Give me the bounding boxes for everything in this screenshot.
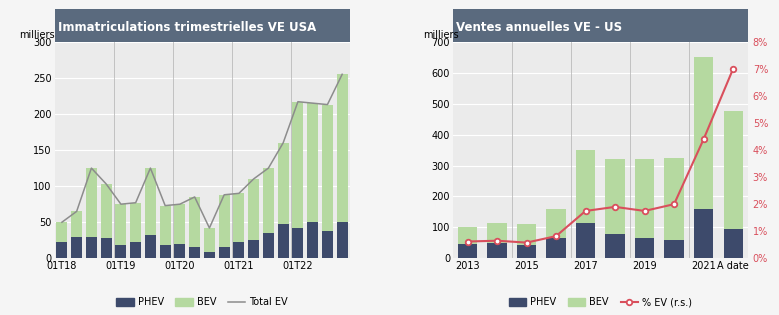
- Bar: [56, 243, 68, 258]
- Bar: [277, 224, 289, 258]
- Text: milliers: milliers: [423, 30, 459, 40]
- Bar: [517, 224, 536, 245]
- Bar: [130, 203, 141, 243]
- Bar: [605, 233, 625, 258]
- Bar: [664, 158, 684, 240]
- Bar: [488, 223, 506, 243]
- Bar: [576, 223, 595, 258]
- Bar: [204, 252, 215, 258]
- Bar: [307, 222, 318, 258]
- Bar: [71, 211, 83, 237]
- Bar: [130, 243, 141, 258]
- Bar: [322, 231, 333, 258]
- Bar: [189, 197, 200, 248]
- Bar: [488, 243, 506, 258]
- Legend: PHEV, BEV, Total EV: PHEV, BEV, Total EV: [112, 294, 292, 311]
- Bar: [56, 222, 68, 243]
- Bar: [664, 240, 684, 258]
- Bar: [547, 209, 566, 238]
- Bar: [277, 143, 289, 224]
- Bar: [249, 240, 259, 258]
- Bar: [100, 238, 111, 258]
- Bar: [694, 57, 713, 209]
- Bar: [605, 159, 625, 233]
- Bar: [292, 228, 304, 258]
- Bar: [517, 245, 536, 258]
- Bar: [100, 184, 111, 238]
- Text: milliers: milliers: [19, 30, 55, 40]
- Bar: [337, 222, 347, 258]
- Bar: [115, 245, 126, 258]
- Text: Immatriculations trimestrielles VE USA: Immatriculations trimestrielles VE USA: [58, 21, 316, 34]
- Bar: [189, 248, 200, 258]
- Bar: [635, 238, 654, 258]
- Bar: [547, 238, 566, 258]
- Bar: [263, 233, 274, 258]
- Bar: [249, 179, 259, 240]
- Text: Ventes annuelles VE - US: Ventes annuelles VE - US: [456, 21, 622, 34]
- Bar: [160, 245, 171, 258]
- Bar: [145, 235, 156, 258]
- Bar: [71, 237, 83, 258]
- Bar: [234, 243, 245, 258]
- Bar: [724, 229, 742, 258]
- Bar: [174, 244, 185, 258]
- Bar: [724, 112, 742, 229]
- Bar: [174, 204, 185, 244]
- Legend: PHEV, BEV, % EV (r.s.): PHEV, BEV, % EV (r.s.): [505, 294, 696, 311]
- Bar: [219, 247, 230, 258]
- Bar: [635, 159, 654, 238]
- Bar: [322, 105, 333, 231]
- Bar: [86, 168, 97, 237]
- Bar: [576, 150, 595, 223]
- Bar: [219, 195, 230, 247]
- Bar: [337, 74, 347, 222]
- Bar: [292, 102, 304, 228]
- Bar: [234, 193, 245, 243]
- Bar: [86, 237, 97, 258]
- Bar: [694, 209, 713, 258]
- Bar: [263, 168, 274, 233]
- Bar: [458, 244, 478, 258]
- Bar: [145, 168, 156, 235]
- Bar: [160, 206, 171, 245]
- Bar: [115, 204, 126, 245]
- Bar: [204, 228, 215, 252]
- Bar: [458, 227, 478, 244]
- Bar: [307, 103, 318, 222]
